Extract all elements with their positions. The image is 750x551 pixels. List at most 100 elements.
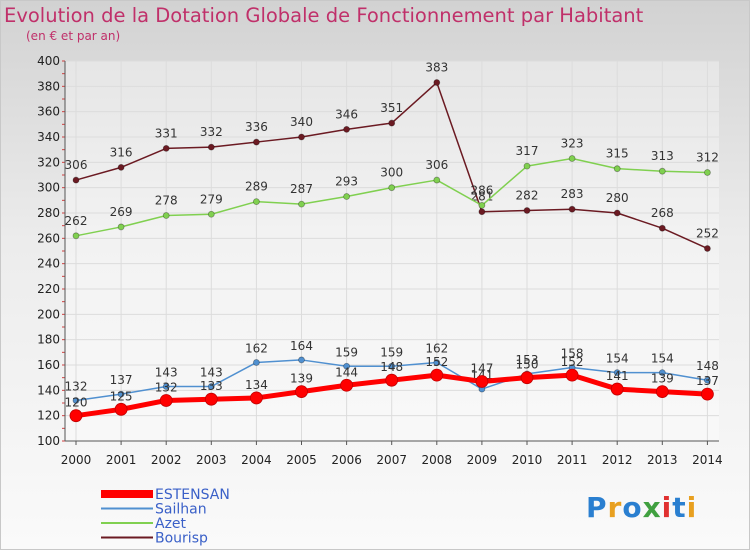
x-tick-label: 2009 [467, 453, 498, 467]
data-label-sailhan: 148 [696, 359, 719, 373]
point-azet [252, 198, 260, 206]
y-tick-label: 100 [37, 434, 60, 448]
x-tick-label: 2002 [151, 453, 182, 467]
y-tick-label: 260 [37, 231, 60, 245]
data-label-estensan: 148 [380, 360, 403, 374]
point-bourisp [298, 133, 305, 141]
data-label-sailhan: 137 [110, 373, 133, 387]
point-sailhan [433, 359, 441, 366]
chart-title: Evolution de la Dotation Globale de Fonc… [4, 4, 644, 27]
data-label-estensan: 152 [561, 355, 584, 369]
data-label-estensan: 147 [470, 361, 493, 375]
x-tick-label: 2011 [557, 453, 588, 467]
logo-letter: r [607, 491, 623, 524]
data-label-sailhan: 154 [651, 352, 674, 366]
legend-label-estensan: ESTENSAN [155, 487, 230, 503]
data-label-azet: 289 [245, 180, 268, 194]
point-azet [207, 210, 215, 218]
legend-label-azet: Azet [155, 516, 187, 532]
point-estensan [701, 387, 714, 401]
point-bourisp [478, 208, 486, 216]
data-label-sailhan: 159 [380, 345, 403, 359]
data-label-sailhan: 153 [516, 353, 539, 367]
data-label-bourisp: 268 [651, 206, 674, 220]
y-tick-label: 400 [37, 54, 60, 68]
data-label-estensan: 139 [290, 372, 313, 386]
data-label-azet: 269 [110, 205, 133, 219]
point-estensan [114, 402, 128, 416]
point-bourisp [207, 143, 215, 151]
point-bourisp [72, 176, 80, 184]
data-label-azet: 286 [470, 183, 493, 197]
chart-subtitle: (en € et par an) [26, 29, 121, 43]
logo-letter: i [661, 491, 673, 524]
point-bourisp [433, 79, 441, 86]
data-label-azet: 317 [516, 144, 539, 158]
point-sailhan [162, 383, 170, 390]
point-azet [704, 169, 711, 176]
point-estensan [520, 371, 534, 385]
data-label-bourisp: 383 [425, 61, 448, 75]
point-azet [388, 184, 396, 192]
x-tick-label: 2003 [196, 453, 227, 467]
point-azet [298, 200, 305, 208]
data-label-estensan: 133 [200, 379, 223, 393]
point-azet [343, 193, 351, 200]
x-tick-label: 2013 [647, 453, 678, 467]
x-tick-label: 2012 [602, 453, 633, 467]
point-bourisp [162, 144, 170, 152]
y-tick-label: 220 [37, 282, 60, 296]
data-label-azet: 287 [290, 182, 313, 196]
x-tick-label: 2008 [422, 453, 453, 467]
data-label-bourisp: 306 [65, 158, 88, 172]
x-tick-label: 2014 [692, 453, 723, 467]
data-label-sailhan: 164 [290, 339, 313, 353]
y-tick-label: 200 [37, 307, 60, 321]
point-estensan [475, 375, 489, 388]
legend-label-sailhan: Sailhan [155, 502, 207, 518]
point-estensan [655, 385, 669, 399]
data-label-sailhan: 162 [425, 341, 448, 355]
point-bourisp [117, 163, 125, 171]
point-estensan [69, 409, 83, 423]
point-azet [478, 201, 486, 209]
point-azet [568, 155, 576, 162]
legend-label-bourisp: Bourisp [155, 531, 208, 547]
point-sailhan [207, 383, 215, 390]
point-bourisp [252, 138, 260, 146]
data-label-bourisp: 340 [290, 115, 313, 129]
data-label-sailhan: 159 [335, 345, 358, 359]
data-label-azet: 300 [380, 166, 403, 180]
point-bourisp [613, 209, 621, 217]
data-label-azet: 312 [696, 150, 719, 164]
data-label-estensan: 132 [155, 380, 178, 394]
data-label-bourisp: 331 [155, 126, 178, 140]
data-label-bourisp: 282 [516, 188, 539, 202]
y-tick-label: 120 [37, 409, 60, 423]
y-tick-label: 340 [37, 130, 60, 144]
point-bourisp [343, 125, 351, 133]
data-label-estensan: 120 [65, 396, 88, 410]
point-estensan [204, 392, 218, 406]
point-sailhan [252, 359, 260, 366]
proxiti-logo: Proxiti [586, 491, 697, 524]
point-azet [658, 167, 666, 175]
data-label-azet: 293 [335, 175, 358, 189]
y-tick-label: 300 [37, 181, 60, 195]
y-tick-label: 320 [37, 155, 60, 169]
point-bourisp [388, 119, 396, 127]
point-sailhan [298, 356, 305, 364]
point-azet [72, 232, 80, 240]
point-estensan [295, 385, 308, 399]
y-tick-label: 140 [37, 383, 60, 397]
point-estensan [385, 373, 399, 387]
data-label-estensan: 144 [335, 365, 358, 379]
data-label-sailhan: 143 [155, 366, 178, 380]
data-label-estensan: 152 [425, 355, 448, 369]
point-bourisp [568, 205, 576, 213]
data-label-bourisp: 336 [245, 120, 268, 134]
logo-letter: i [686, 491, 698, 524]
data-label-azet: 323 [561, 137, 584, 151]
x-tick-label: 2007 [376, 453, 407, 467]
x-tick-label: 2006 [331, 453, 362, 467]
